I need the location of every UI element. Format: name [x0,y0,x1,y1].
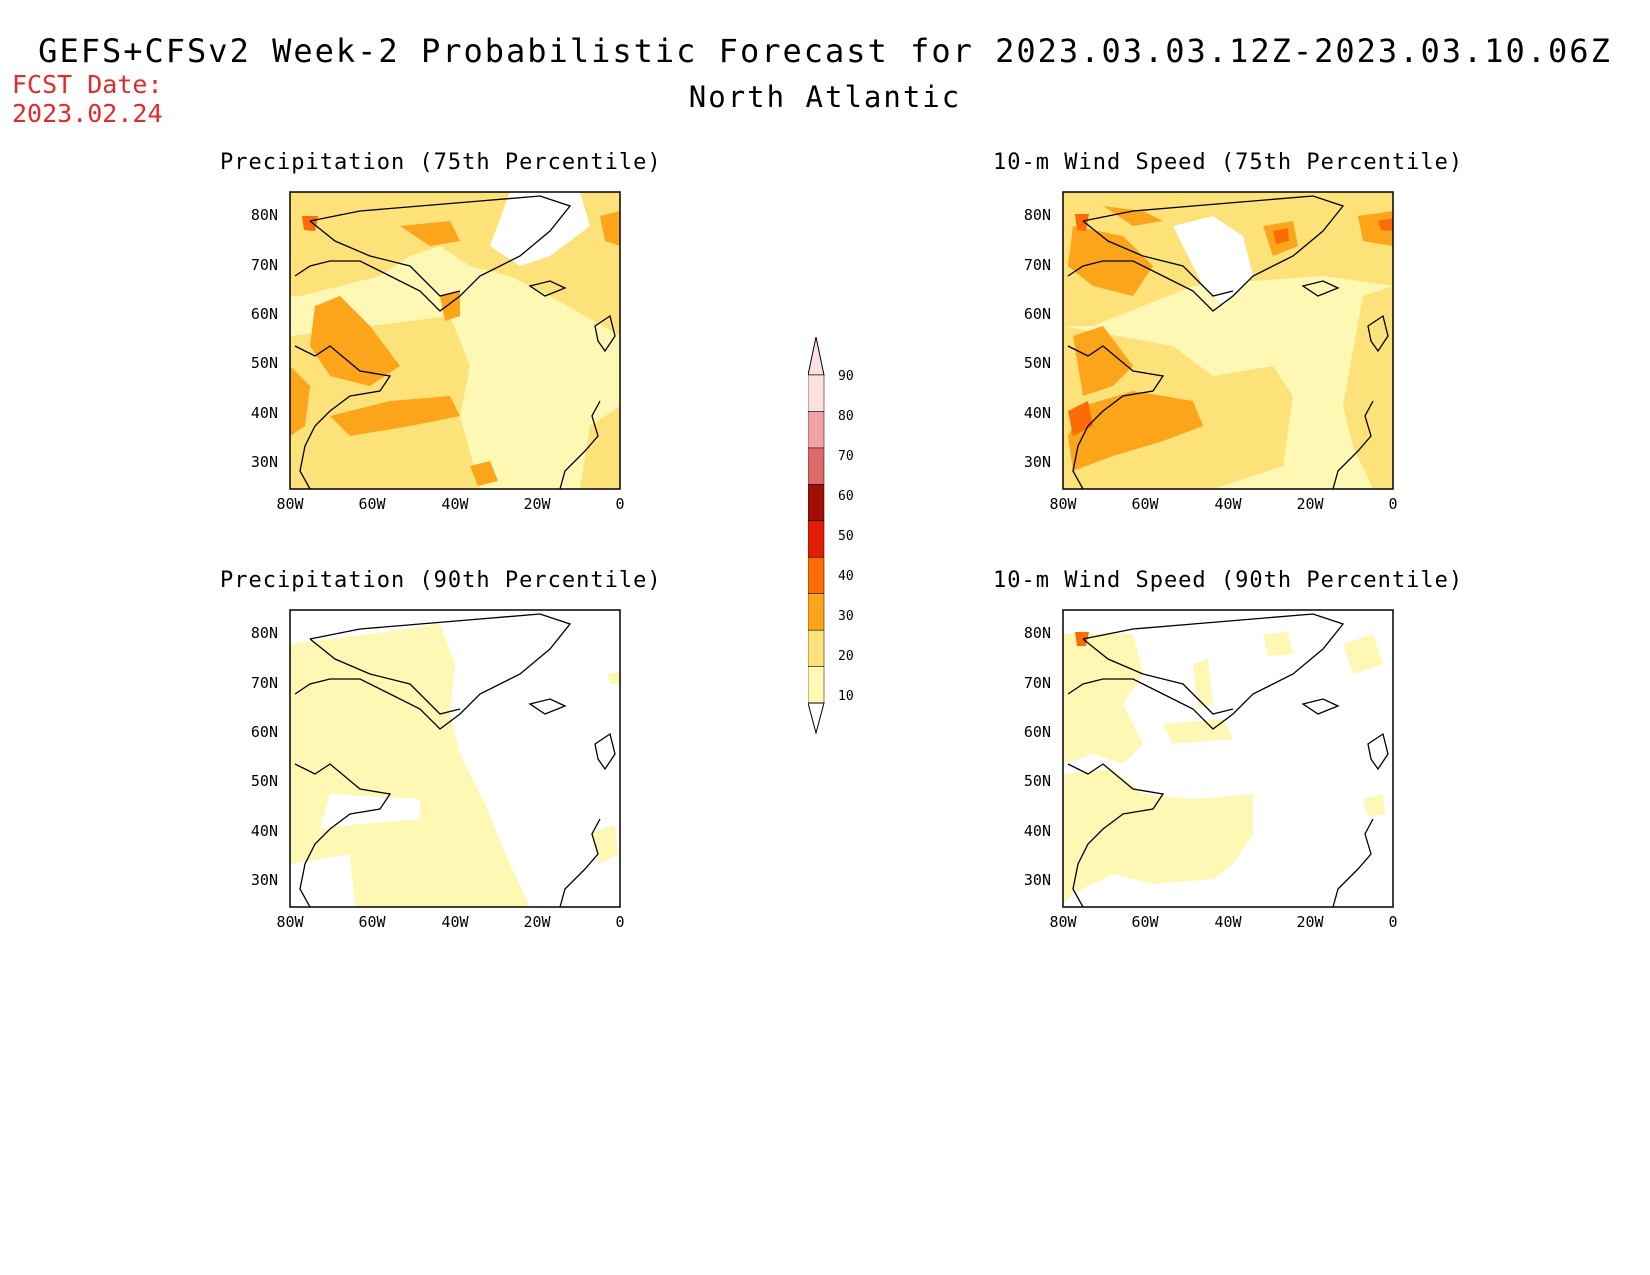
colorbar-label: 50 [838,529,854,544]
y-tick-label: 80N [251,206,278,224]
y-tick-label: 40N [251,822,278,840]
x-tick-label: 60W [358,495,386,513]
x-tick-label: 20W [523,495,551,513]
panel-precip-75: Precipitation (75th Percentile) 80N [220,150,662,530]
colorbar-label: 40 [838,569,854,584]
y-axis: 80N 70N 60N 50N 40N 30N [251,206,278,471]
y-axis: 80N 70N 60N 50N 40N 30N [1024,206,1051,471]
y-tick-label: 30N [251,453,278,471]
x-tick-label: 60W [1131,495,1159,513]
panel-wind-90: 10-m Wind Speed (90th Percentile) 80N 70… [993,568,1464,948]
y-tick-label: 70N [1024,256,1051,274]
y-tick-label: 40N [251,404,278,422]
forecast-date-value: 2023.02.24 [12,99,163,128]
panel-title: Precipitation (90th Percentile) [220,568,662,593]
forecast-date-label: FCST Date: [12,70,163,99]
colorbar-label: 70 [838,449,854,464]
x-axis: 80W 60W 40W 20W 0 [276,913,624,931]
x-tick-label: 20W [523,913,551,931]
y-tick-label: 50N [1024,354,1051,372]
colorbar-swatch [808,556,825,594]
x-tick-label: 40W [441,495,469,513]
x-tick-label: 60W [358,913,386,931]
panel-wind-75: 10-m Wind Speed (75th Percentile) [993,150,1464,530]
y-axis: 80N 70N 60N 50N 40N 30N [251,624,278,889]
main-title: GEFS+CFSv2 Week-2 Probabilistic Forecast… [38,32,1612,70]
y-tick-label: 60N [1024,723,1051,741]
x-tick-label: 80W [276,913,304,931]
colorbar-swatch [808,484,825,522]
map-precip-90: 80N 70N 60N 50N 40N 30N 80W 60W 40W 20W … [251,609,625,931]
y-tick-label: 40N [1024,404,1051,422]
y-tick-label: 40N [1024,822,1051,840]
x-tick-label: 0 [615,495,624,513]
x-axis: 80W 60W 40W 20W 0 [276,495,624,513]
y-tick-label: 50N [1024,772,1051,790]
x-tick-label: 80W [1049,913,1077,931]
y-tick-label: 30N [251,871,278,889]
x-tick-label: 20W [1296,913,1324,931]
x-axis: 80W 60W 40W 20W 0 [1049,495,1397,513]
x-tick-label: 0 [1388,495,1397,513]
colorbar: 90 80 70 60 50 40 30 20 10 [808,336,854,735]
colorbar-swatches [808,374,825,704]
x-tick-label: 80W [276,495,304,513]
x-tick-label: 0 [615,913,624,931]
colorbar-label: 10 [838,689,854,704]
colorbar-label: 20 [838,649,854,664]
y-tick-label: 80N [1024,624,1051,642]
colorbar-label: 90 [838,369,854,384]
x-tick-label: 20W [1296,495,1324,513]
colorbar-swatch [808,593,825,631]
panel-precip-90: Precipitation (90th Percentile) 80N 70N … [220,568,662,948]
y-tick-label: 30N [1024,453,1051,471]
y-axis: 80N 70N 60N 50N 40N 30N [1024,624,1051,889]
y-tick-label: 70N [251,256,278,274]
y-tick-label: 30N [1024,871,1051,889]
panel-title: 10-m Wind Speed (90th Percentile) [993,568,1464,593]
y-tick-label: 50N [251,772,278,790]
colorbar-swatch [808,374,825,412]
x-tick-label: 40W [441,913,469,931]
colorbar-top-arrow [808,336,825,376]
colorbar-swatch [808,520,825,558]
map-precip-75: 80N 70N 60N 50N 40N 30N 80W 60W 40W 20W … [251,191,625,513]
y-tick-label: 50N [251,354,278,372]
y-tick-label: 70N [251,674,278,692]
colorbar-label: 30 [838,609,854,624]
y-tick-label: 70N [1024,674,1051,692]
y-tick-label: 80N [251,624,278,642]
y-tick-label: 60N [1024,305,1051,323]
y-tick-label: 60N [251,723,278,741]
panel-title: Precipitation (75th Percentile) [220,150,662,175]
colorbar-swatch [808,629,825,667]
map-wind-75: 80N 70N 60N 50N 40N 30N 80W 60W 40W 20W … [1024,191,1398,513]
colorbar-swatch [808,666,825,704]
forecast-date: FCST Date: 2023.02.24 [12,70,163,128]
colorbar-label: 60 [838,489,854,504]
colorbar-labels: 90 80 70 60 50 40 30 20 10 [838,369,854,704]
x-tick-label: 40W [1214,913,1242,931]
colorbar-bottom-arrow [808,702,825,735]
x-tick-label: 0 [1388,913,1397,931]
colorbar-swatch [808,447,825,485]
colorbar-label: 80 [838,409,854,424]
x-tick-label: 80W [1049,495,1077,513]
colorbar-swatch [808,411,825,449]
x-tick-label: 40W [1214,495,1242,513]
y-tick-label: 80N [1024,206,1051,224]
x-tick-label: 60W [1131,913,1159,931]
panel-title: 10-m Wind Speed (75th Percentile) [993,150,1464,175]
region-title: North Atlantic [688,80,962,114]
y-tick-label: 60N [251,305,278,323]
map-wind-90: 80N 70N 60N 50N 40N 30N 80W 60W 40W 20W … [1024,609,1398,931]
x-axis: 80W 60W 40W 20W 0 [1049,913,1397,931]
